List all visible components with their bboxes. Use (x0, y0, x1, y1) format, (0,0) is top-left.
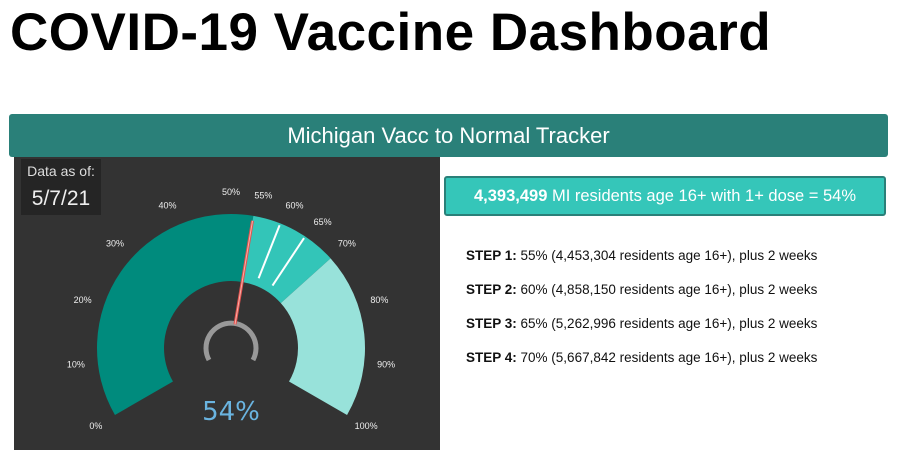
step-label: STEP 1: (466, 248, 517, 263)
step-label: STEP 4: (466, 350, 517, 365)
gauge-tick-label: 0% (89, 421, 102, 431)
gauge-tick-label: 70% (338, 239, 356, 249)
step-item: STEP 2: 60% (4,858,150 residents age 16+… (466, 282, 817, 316)
step-text: 55% (4,453,304 residents age 16+), plus … (516, 248, 818, 263)
step-item: STEP 1: 55% (4,453,304 residents age 16+… (466, 248, 817, 282)
gauge-hub (203, 320, 259, 362)
gauge-tick-label: 90% (377, 359, 395, 369)
step-text: 65% (5,262,996 residents age 16+), plus … (516, 316, 818, 331)
gauge-tick-label: 55% (254, 190, 272, 200)
gauge-tick-label: 30% (106, 239, 124, 249)
gauge-tick-label: 100% (355, 421, 378, 431)
gauge-tick-label: 10% (67, 359, 85, 369)
step-label: STEP 2: (466, 282, 517, 297)
gauge-tick-label: 40% (159, 200, 177, 210)
step-item: STEP 3: 65% (5,262,996 residents age 16+… (466, 316, 817, 350)
gauge-tick-label: 60% (285, 200, 303, 210)
step-item: STEP 4: 70% (5,667,842 residents age 16+… (466, 350, 817, 384)
summary-count: 4,393,499 (473, 187, 548, 205)
summary-banner: 4,393,499 MI residents age 16+ with 1+ d… (444, 176, 886, 216)
data-as-of-date: 5/7/21 (31, 187, 91, 210)
gauge-needle-highlight (234, 220, 254, 325)
data-as-of-card: Data as of: 5/7/21 (21, 159, 101, 215)
gauge-band-0 (97, 213, 254, 415)
gauge-tick-label: 20% (74, 295, 92, 305)
step-label: STEP 3: (466, 316, 517, 331)
data-as-of-label: Data as of: (27, 163, 95, 179)
page-title: COVID-19 Vaccine Dashboard (10, 3, 772, 62)
gauge-tick-label: 65% (314, 217, 332, 227)
gauge-band-1 (242, 215, 331, 304)
gauge-tick-label: 50% (222, 187, 240, 197)
steps-list: STEP 1: 55% (4,453,304 residents age 16+… (466, 248, 817, 384)
tracker-header: Michigan Vacc to Normal Tracker (9, 114, 888, 157)
summary-text: MI residents age 16+ with 1+ dose = 54% (547, 187, 857, 205)
gauge-tick-label: 80% (370, 295, 388, 305)
step-text: 70% (5,667,842 residents age 16+), plus … (516, 350, 818, 365)
gauge-chart: 0% 10% 20% 30% 40% 50% 55% 60% 65% 70% 80% 90% 100% 5… (67, 187, 395, 431)
gauge-value-label: 54% (202, 397, 260, 427)
gauge-step-marker (271, 237, 305, 287)
gauge-panel: 0% 10% 20% 30% 40% 50% 55% 60% 65% 70% 80% 90% 100% 5… (14, 157, 440, 450)
step-text: 60% (4,858,150 residents age 16+), plus … (516, 282, 818, 297)
gauge-band-2 (280, 258, 365, 415)
gauge-step-marker (257, 224, 281, 279)
